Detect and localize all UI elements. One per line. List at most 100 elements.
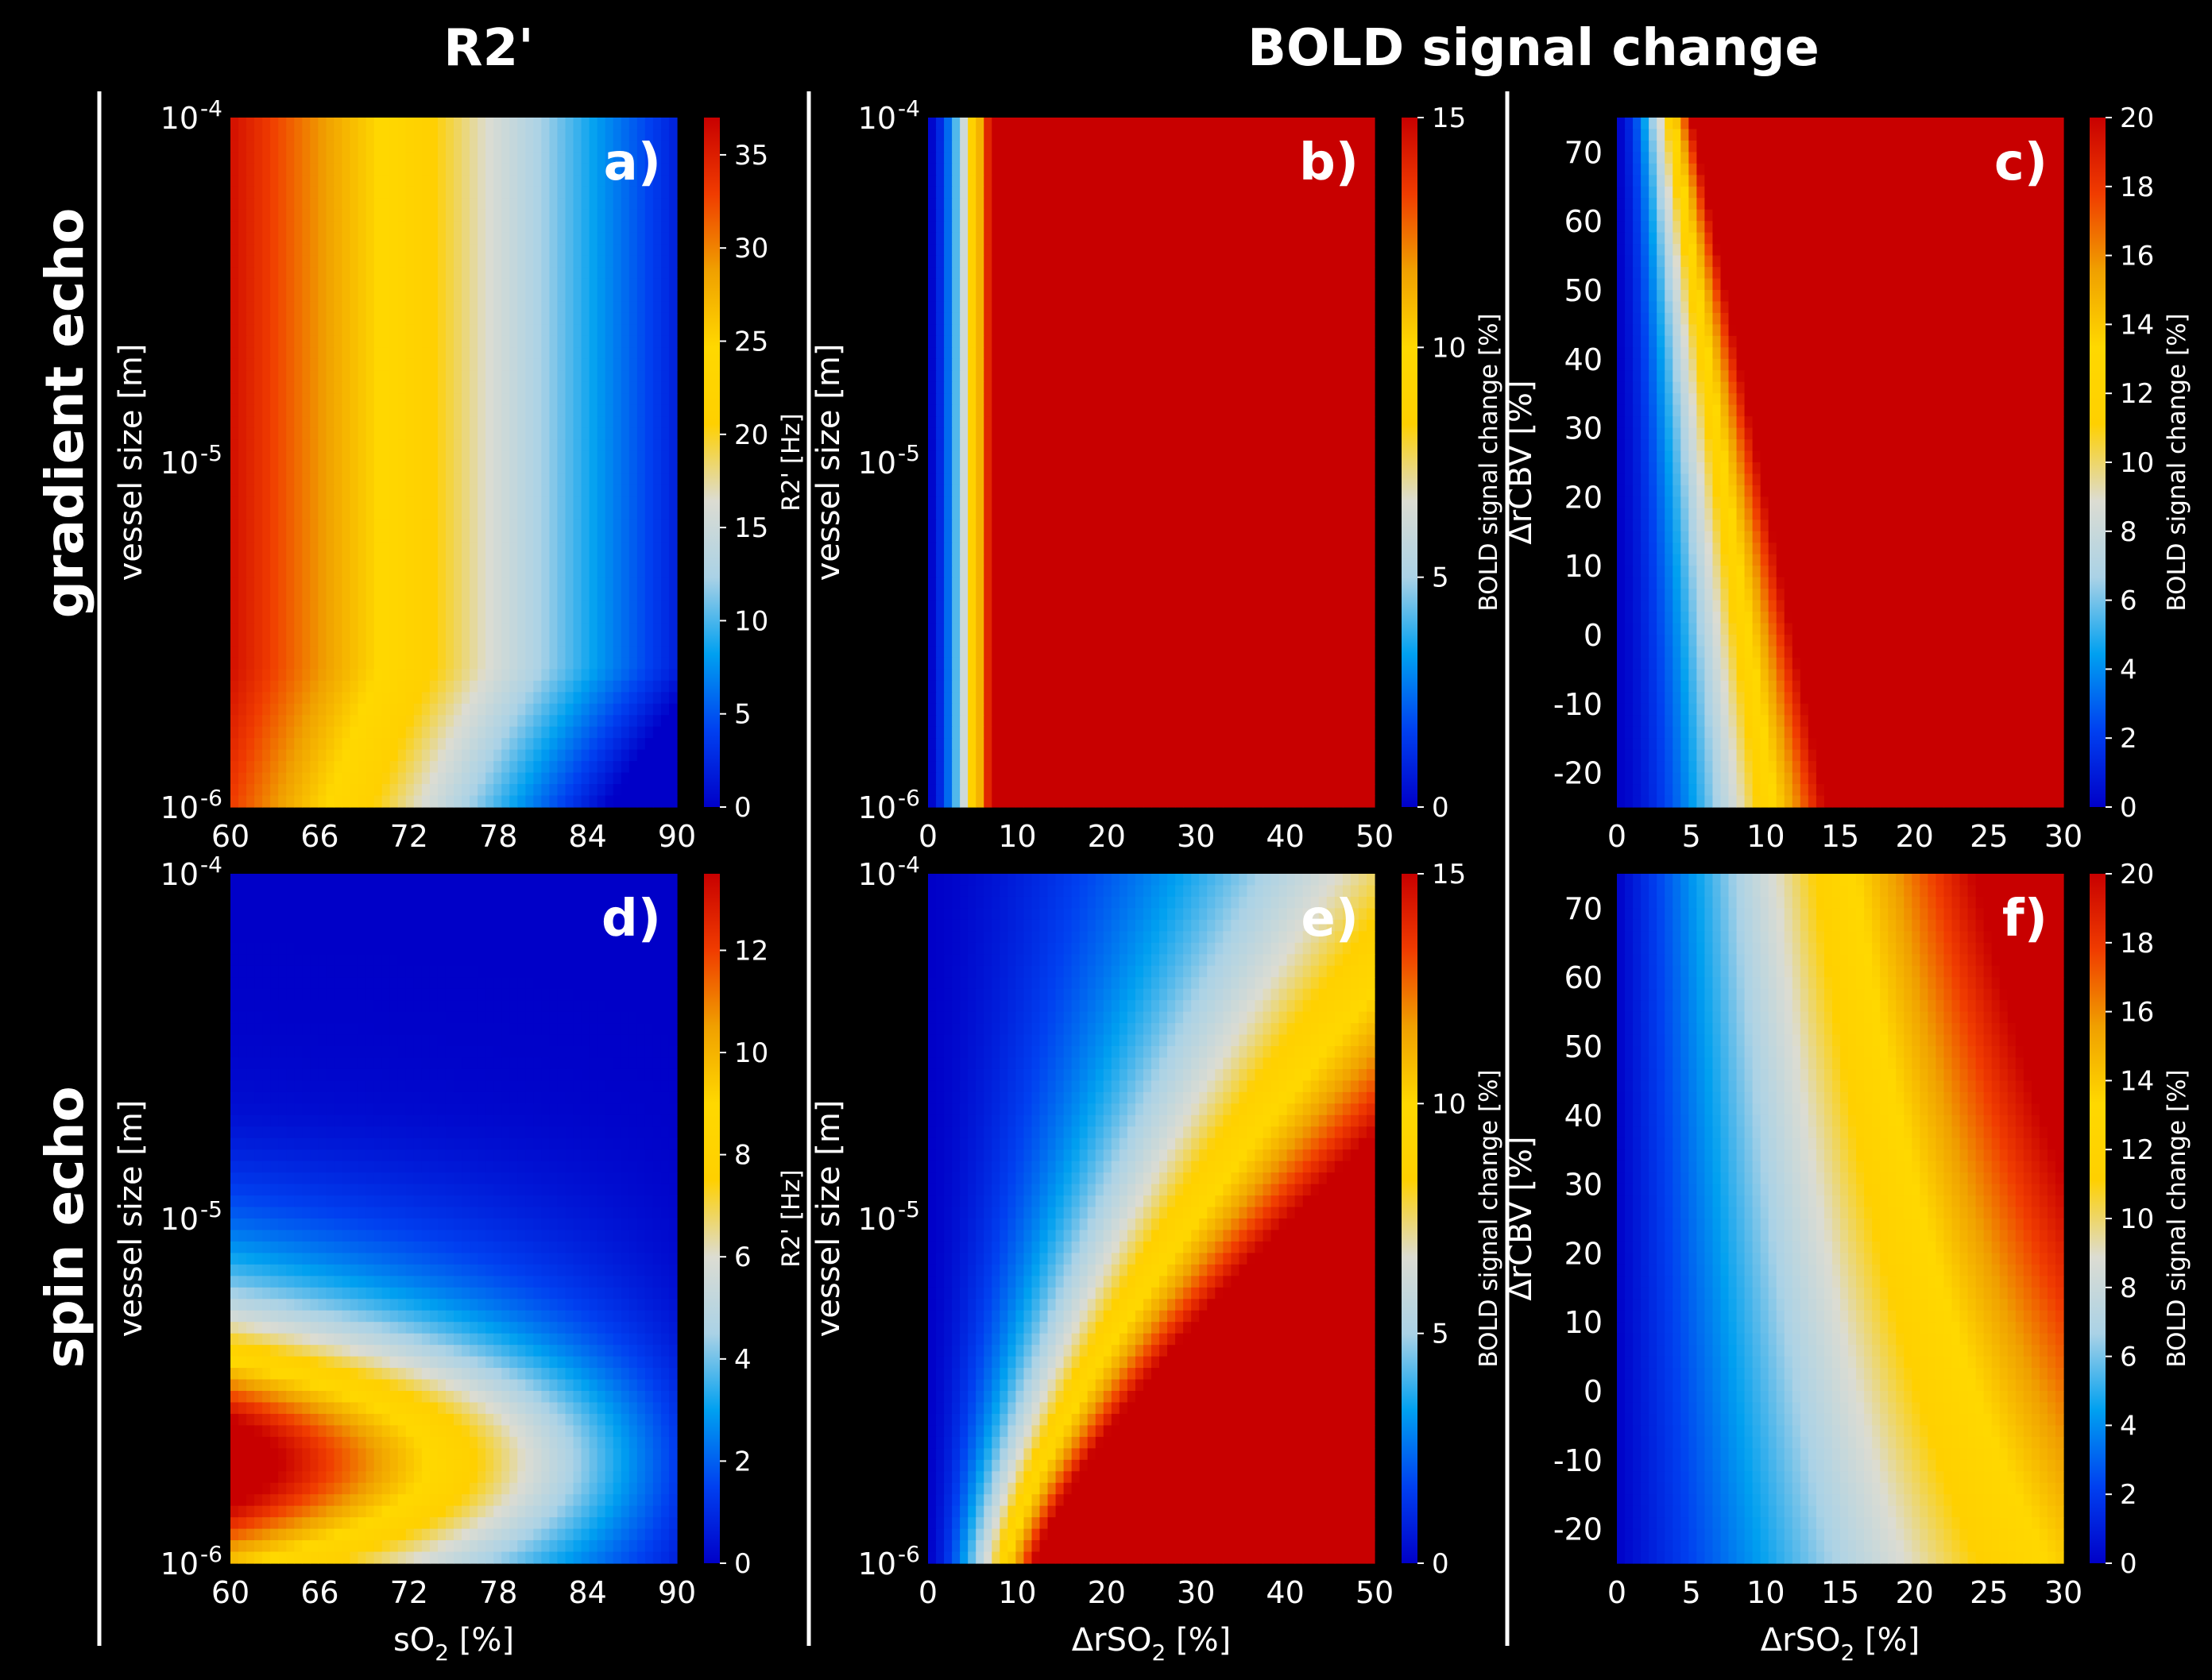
heatmap-cell	[597, 163, 606, 176]
heatmap-cell	[1342, 255, 1352, 268]
heatmap-cell	[381, 485, 391, 497]
heatmap-cell	[549, 416, 559, 429]
heatmap-cell	[302, 232, 311, 245]
heatmap-cell	[310, 519, 319, 532]
heatmap-cell	[445, 473, 454, 486]
heatmap-cell	[254, 589, 263, 601]
heatmap-cell	[381, 496, 391, 509]
heatmap-cell	[1039, 427, 1049, 440]
heatmap-cell	[365, 152, 375, 164]
heatmap-cell	[365, 749, 375, 762]
heatmap-cell	[342, 473, 351, 486]
heatmap-cell	[968, 347, 976, 360]
heatmap-cell	[342, 726, 351, 739]
heatmap-cell	[421, 623, 431, 635]
heatmap-cell	[597, 427, 606, 440]
heatmap-cell	[1015, 427, 1025, 440]
heatmap-cell	[397, 198, 407, 210]
heatmap-cell	[437, 404, 447, 417]
heatmap-cell	[485, 554, 494, 566]
heatmap-cell	[358, 703, 367, 716]
heatmap-cell	[557, 761, 567, 774]
heatmap-cell	[501, 485, 510, 497]
heatmap-cell	[1151, 140, 1160, 153]
heatmap-cell	[1023, 324, 1033, 337]
heatmap-cell	[589, 232, 598, 245]
heatmap-cell	[1231, 324, 1239, 337]
heatmap-cell	[470, 600, 478, 612]
heatmap-cell	[1000, 244, 1008, 257]
heatmap-cell	[652, 140, 662, 153]
heatmap-cell	[597, 795, 606, 808]
heatmap-cell	[636, 577, 646, 589]
heatmap-cell	[1103, 370, 1112, 383]
heatmap-cell	[1255, 255, 1264, 268]
heatmap-cell	[1031, 209, 1041, 222]
heatmap-cell	[581, 761, 590, 774]
heatmap-cell	[334, 370, 343, 383]
heatmap-cell	[628, 703, 638, 716]
heatmap-cell	[493, 669, 502, 682]
heatmap-cell	[1294, 416, 1304, 429]
heatmap-cell	[1199, 118, 1208, 130]
heatmap-cell	[1031, 404, 1041, 417]
heatmap-cell	[405, 566, 415, 578]
heatmap-cell	[976, 175, 984, 187]
heatmap-cell	[286, 324, 295, 337]
heatmap-cell	[254, 761, 263, 774]
heatmap-cell	[1079, 427, 1089, 440]
heatmap-cell	[1294, 244, 1304, 257]
heatmap-cell	[1063, 301, 1073, 314]
heatmap-cell	[968, 301, 976, 314]
heatmap-cell	[976, 347, 984, 360]
heatmap-cell	[1023, 358, 1033, 371]
heatmap-cell	[294, 370, 303, 383]
heatmap-cell	[636, 301, 646, 314]
heatmap-cell	[1215, 244, 1224, 257]
heatmap-cell	[549, 175, 559, 187]
heatmap-cell	[1183, 163, 1192, 176]
heatmap-cell	[358, 519, 367, 532]
heatmap-cell	[294, 381, 303, 394]
heatmap-cell	[429, 450, 439, 463]
heatmap-cell	[652, 680, 662, 693]
heatmap-cell	[992, 404, 1000, 417]
heatmap-cell	[549, 404, 559, 417]
heatmap-cell	[485, 566, 494, 578]
heatmap-cell	[413, 450, 423, 463]
heatmap-cell	[1239, 232, 1248, 245]
heatmap-cell	[976, 221, 984, 234]
heatmap-cell	[1159, 198, 1168, 210]
heatmap-cell	[1255, 301, 1264, 314]
heatmap-cell	[1175, 267, 1184, 280]
heatmap-cell	[557, 669, 567, 682]
heatmap-cell	[358, 290, 367, 303]
heatmap-cell	[470, 623, 478, 635]
heatmap-cell	[1215, 370, 1224, 383]
heatmap-cell	[668, 646, 678, 658]
heatmap-cell	[1294, 175, 1304, 187]
heatmap-cell	[605, 703, 614, 716]
heatmap-cell	[573, 519, 582, 532]
heatmap-cell	[1159, 255, 1168, 268]
heatmap-cell	[1159, 290, 1168, 303]
heatmap-cell	[605, 577, 614, 589]
heatmap-cell	[358, 439, 367, 452]
heatmap-cell	[1358, 324, 1367, 337]
heatmap-cell	[1247, 267, 1256, 280]
heatmap-cell	[1255, 232, 1264, 245]
heatmap-cell	[557, 324, 567, 337]
heatmap-cell	[1135, 278, 1144, 291]
heatmap-cell	[1031, 198, 1041, 210]
heatmap-cell	[1111, 335, 1120, 348]
heatmap-cell	[478, 404, 486, 417]
heatmap-cell	[581, 657, 590, 670]
heatmap-cell	[1263, 209, 1272, 222]
heatmap-cell	[1247, 312, 1256, 325]
heatmap-cell	[525, 198, 534, 210]
heatmap-cell	[613, 703, 622, 716]
heatmap-cell	[334, 427, 343, 440]
heatmap-cell	[318, 416, 327, 429]
heatmap-cell	[525, 657, 534, 670]
heatmap-cell	[1310, 393, 1320, 406]
